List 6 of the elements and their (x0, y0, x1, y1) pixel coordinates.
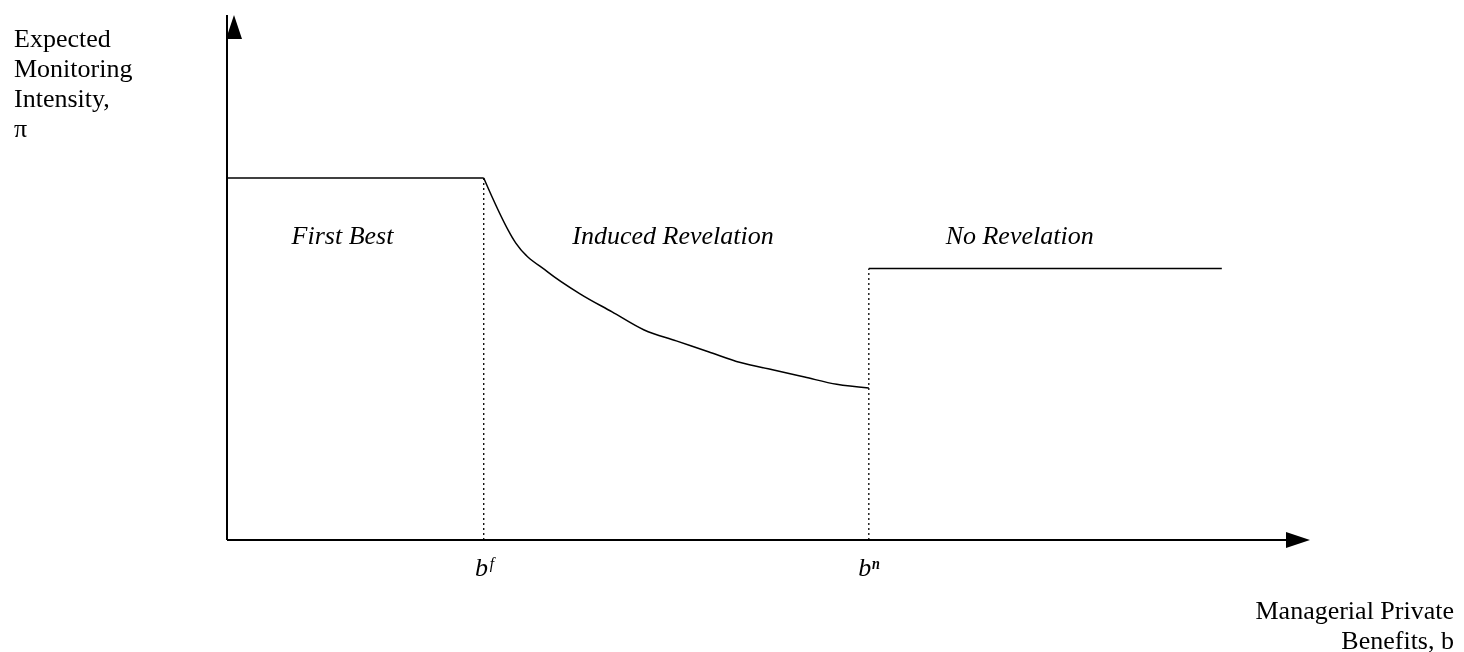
annotation: No Revelation (945, 221, 1094, 252)
annotation: Induced Revelation (572, 221, 774, 252)
annotation: First Best (291, 221, 394, 252)
x-tick-label: bⁿ (858, 553, 881, 582)
y-axis-title: Expected Monitoring Intensity, π (14, 24, 133, 144)
x-tick-label: bᶠ (474, 553, 496, 582)
